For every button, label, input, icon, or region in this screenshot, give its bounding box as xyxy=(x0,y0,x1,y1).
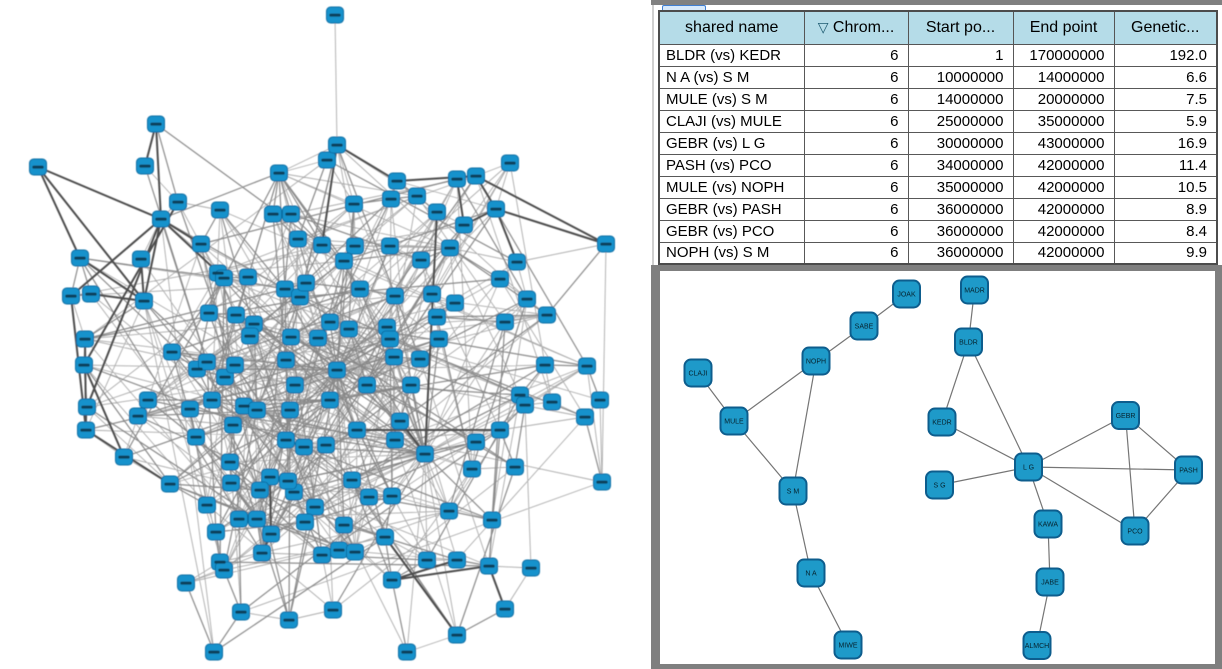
svg-text:BLDR: BLDR xyxy=(959,339,978,346)
svg-text:JABE: JABE xyxy=(1041,579,1059,586)
svg-text:ALMCH: ALMCH xyxy=(1025,643,1050,650)
svg-text:S G: S G xyxy=(933,482,945,489)
svg-text:CLAJI: CLAJI xyxy=(688,370,707,377)
svg-text:JOAK: JOAK xyxy=(897,291,916,298)
svg-text:SABE: SABE xyxy=(855,323,874,330)
svg-text:PASH: PASH xyxy=(1179,467,1198,474)
svg-text:L G: L G xyxy=(1023,464,1034,471)
svg-text:MADR: MADR xyxy=(964,287,985,294)
svg-text:N A: N A xyxy=(805,570,817,577)
svg-text:GEBR: GEBR xyxy=(1116,413,1136,420)
svg-text:MULE: MULE xyxy=(724,418,744,425)
svg-text:MIWE: MIWE xyxy=(838,642,857,649)
svg-text:KEDR: KEDR xyxy=(932,419,951,426)
svg-text:NOPH: NOPH xyxy=(806,358,826,365)
svg-text:PCO: PCO xyxy=(1127,528,1143,535)
svg-text:KAWA: KAWA xyxy=(1038,521,1058,528)
svg-text:S M: S M xyxy=(787,488,800,495)
